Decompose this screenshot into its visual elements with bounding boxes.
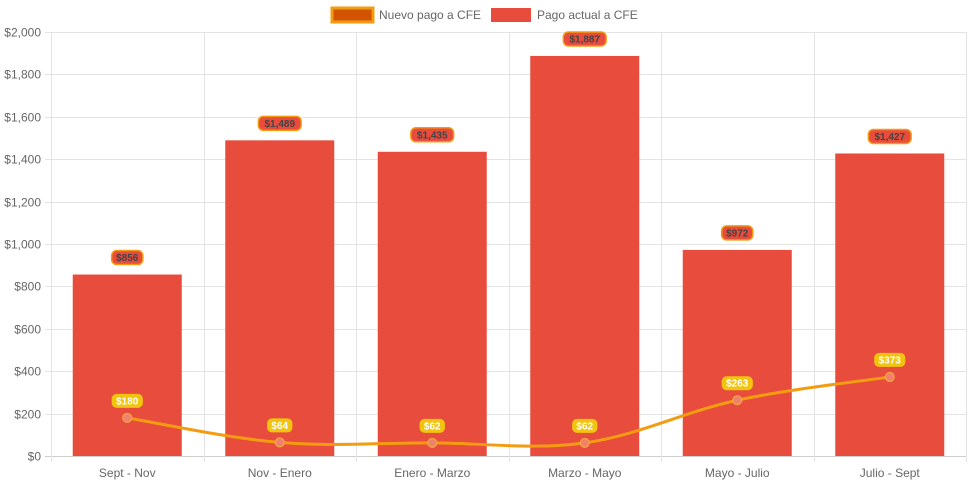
data-label-bg	[562, 31, 607, 47]
x-tick-label: Enero - Marzo	[394, 466, 470, 480]
y-tick-label: $800	[14, 280, 41, 294]
data-label: $856	[116, 253, 139, 264]
y-tick-label: $0	[28, 450, 42, 464]
data-label: $1,489	[264, 119, 295, 130]
legend-label-nuevo-pago: Nuevo pago a CFE	[379, 8, 481, 22]
y-tick-label: $1,000	[4, 238, 41, 252]
line-point[interactable]	[884, 371, 895, 382]
x-tick-label: Marzo - Mayo	[548, 466, 622, 480]
data-label-bg	[111, 393, 143, 408]
line-point[interactable]	[427, 437, 438, 448]
data-labels: $856 $1,489 $1,435 $1,887 $972 $1,427 $180 $64 $…	[110, 31, 912, 433]
line-point[interactable]	[274, 437, 285, 448]
data-label-bg	[419, 418, 445, 433]
x-tick-label: Sept - Nov	[99, 466, 156, 480]
data-label: $373	[879, 355, 902, 366]
bar[interactable]	[530, 55, 640, 457]
data-label: $1,427	[874, 132, 905, 143]
data-label: $972	[726, 228, 749, 239]
legend[interactable]: Nuevo pago a CFE Pago actual a CFE	[330, 6, 638, 24]
data-label: $1,887	[569, 34, 600, 45]
axes: $0 $200 $400 $600 $800 $1,000 $1,200 $1,400 $1,6…	[4, 26, 920, 481]
bar[interactable]	[682, 249, 792, 456]
line-path	[127, 375, 890, 448]
line-point[interactable]	[732, 395, 743, 406]
legend-label-pago-actual: Pago actual a CFE	[537, 8, 638, 22]
y-tick-label: $1,400	[4, 153, 41, 167]
legend-item-nuevo-pago[interactable]: Nuevo pago a CFE	[330, 6, 481, 24]
y-tick-label: $400	[14, 365, 41, 379]
x-tick-label: Nov - Enero	[248, 466, 312, 480]
legend-swatch-nuevo-pago	[330, 6, 375, 24]
data-label-bg	[257, 115, 302, 132]
data-label-bg	[874, 352, 906, 367]
gridlines	[45, 32, 967, 462]
y-tick-label: $1,200	[4, 196, 41, 210]
y-tick-label: $1,600	[4, 111, 41, 125]
data-label-bg	[720, 225, 754, 241]
bars	[72, 55, 945, 457]
line-point[interactable]	[122, 412, 133, 423]
x-tick-label: Julio - Sept	[860, 466, 921, 480]
legend-item-pago-actual[interactable]: Pago actual a CFE	[491, 8, 638, 22]
data-label-bg	[572, 418, 598, 433]
line-point[interactable]	[579, 437, 590, 448]
y-tick-label: $1,800	[4, 68, 41, 82]
data-label-bg	[410, 127, 455, 143]
data-label-bg	[721, 376, 753, 391]
data-label: $180	[116, 396, 139, 407]
data-label-bg	[267, 418, 293, 433]
data-label: $64	[271, 421, 288, 432]
bar[interactable]	[225, 140, 335, 456]
bar[interactable]	[377, 151, 487, 456]
x-tick-label: Mayo - Julio	[705, 466, 770, 480]
data-label: $62	[424, 421, 441, 432]
bar[interactable]	[72, 274, 182, 456]
y-tick-label: $2,000	[4, 26, 41, 40]
bar[interactable]	[835, 153, 945, 456]
line-series	[122, 371, 895, 448]
data-label-bg	[867, 128, 912, 145]
data-label: $62	[576, 421, 593, 432]
data-label: $1,435	[417, 130, 448, 141]
data-label-bg	[110, 249, 144, 266]
legend-swatch-pago-actual	[491, 8, 531, 22]
y-tick-label: $600	[14, 323, 41, 337]
data-label: $263	[726, 379, 749, 390]
y-tick-label: $200	[14, 408, 41, 422]
